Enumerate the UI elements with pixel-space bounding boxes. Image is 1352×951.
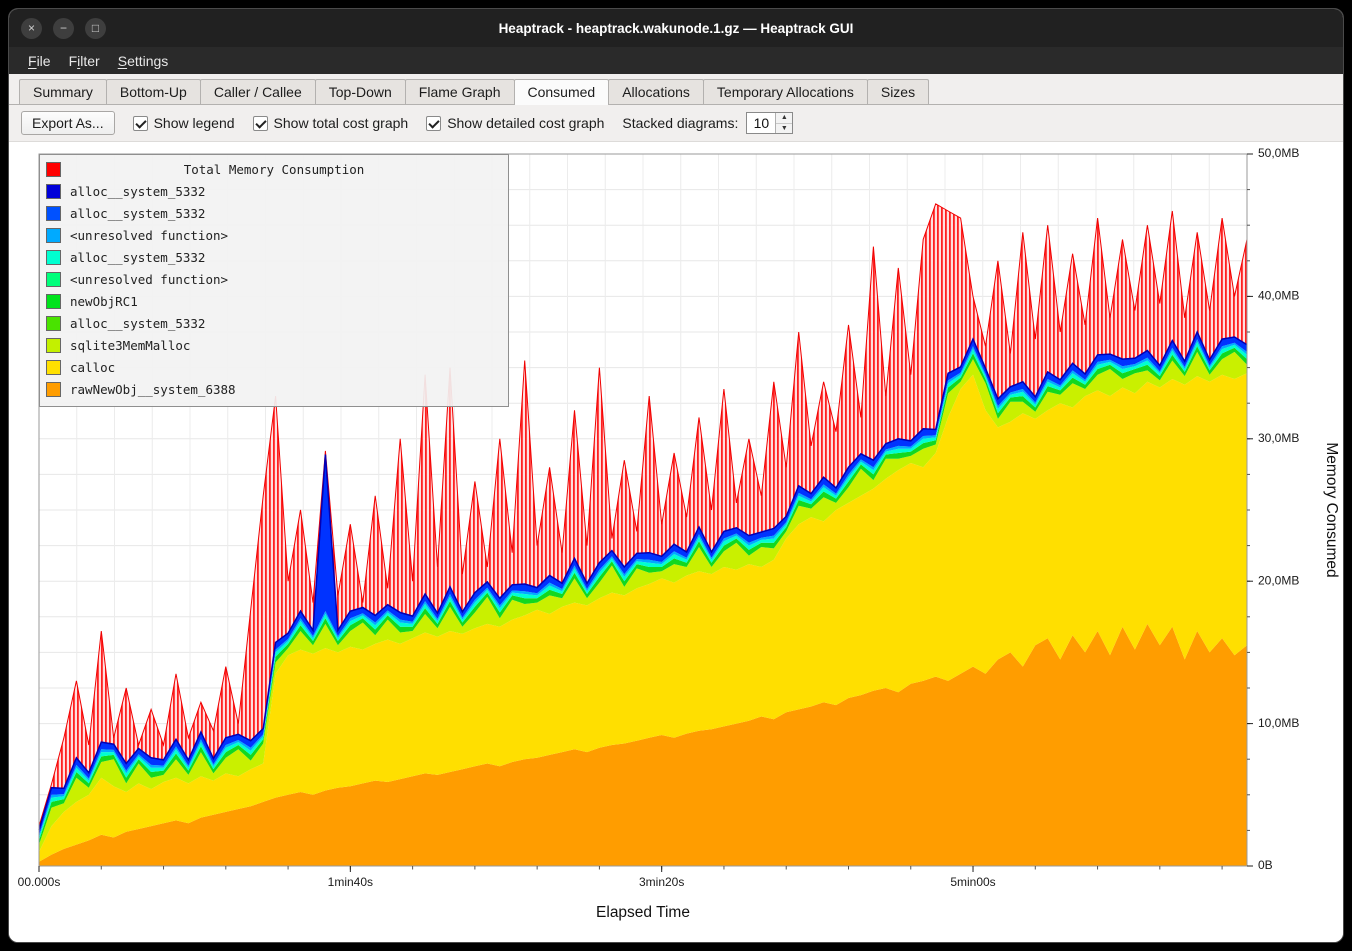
legend-swatch [46,271,61,287]
checkbox-label: Show legend [153,115,235,131]
x-axis-title: Elapsed Time [596,904,690,921]
tab-consumed[interactable]: Consumed [513,79,610,105]
legend-label: alloc__system_5332 [70,315,206,331]
tab-allocations[interactable]: Allocations [608,79,704,104]
memory-consumption-chart[interactable]: 00.000s 1min40s 3min20s 5min00s 0B 10,0MB 20,0… [9,142,1343,943]
checkbox-icon[interactable] [426,115,442,131]
legend-label: <unresolved function> [70,271,229,287]
legend-item: newObjRC1 [46,290,502,312]
tab-sizes[interactable]: Sizes [866,79,930,104]
legend-label: alloc__system_5332 [70,205,206,221]
legend-label: newObjRC1 [70,293,138,309]
legend-item: alloc__system_5332 [46,312,502,334]
legend-swatch [46,337,61,353]
close-icon: × [27,21,35,35]
chart-legend: Total Memory Consumption alloc__system_53… [39,154,509,407]
stacked-diagrams-value: 10 [753,115,770,131]
legend-label: calloc [70,359,116,375]
menu-settings[interactable]: Settings [117,52,169,69]
svg-text:30,0MB: 30,0MB [1258,431,1299,445]
y-axis-title: Memory Consumed [1323,442,1340,578]
legend-swatch [46,161,61,177]
minimize-icon: − [59,21,67,35]
chart-panel: 00.000s 1min40s 3min20s 5min00s 0B 10,0MB 20,0… [9,141,1343,943]
checkbox-group: Show legend Show total cost graph Show det… [132,115,604,131]
legend-item: rawNewObj__system_6388 [46,378,502,400]
tab-bar: Summary Bottom-Up Caller / Callee Top-Down F… [9,74,1343,105]
tab-temporary-allocations[interactable]: Temporary Allocations [702,79,868,104]
export-as-button[interactable]: Export As... [21,111,115,135]
minimize-button[interactable]: − [53,17,74,39]
legend-label: alloc__system_5332 [70,249,206,265]
titlebar: × − □ Heaptrack - heaptrack.wakunode.1.gz … [9,9,1343,47]
spin-up-button[interactable]: ▲ [776,113,793,124]
toolbar: Export As... Show legend Show total cost … [9,105,1343,141]
legend-swatch [46,249,61,265]
svg-text:10,0MB: 10,0MB [1258,716,1299,730]
legend-item: alloc__system_5332 [46,202,502,224]
legend-label: <unresolved function> [70,227,229,243]
window-controls: × − □ [9,17,106,39]
checkbox-icon[interactable] [132,115,148,131]
svg-text:0B: 0B [1258,858,1273,872]
close-button[interactable]: × [21,17,42,39]
legend-item: <unresolved function> [46,268,502,290]
app-window: × − □ Heaptrack - heaptrack.wakunode.1.gz … [8,8,1344,943]
legend-title: Total Memory Consumption [183,161,365,177]
tab-caller-callee[interactable]: Caller / Callee [199,79,316,104]
spin-down-button[interactable]: ▼ [776,123,793,133]
svg-text:3min20s: 3min20s [639,875,684,889]
legend-swatch [46,293,61,309]
legend-swatch [46,183,61,199]
svg-text:50,0MB: 50,0MB [1258,146,1299,160]
menu-bar: File Filter Settings [9,47,1343,74]
checkbox-icon[interactable] [252,115,268,131]
maximize-icon: □ [91,21,100,35]
menu-filter[interactable]: Filter [68,52,100,69]
legend-swatch [46,205,61,221]
checkbox-show-legend[interactable]: Show legend [132,115,235,131]
tab-flame-graph[interactable]: Flame Graph [404,79,515,104]
legend-label: alloc__system_5332 [70,183,206,199]
legend-item: alloc__system_5332 [46,180,502,202]
svg-text:40,0MB: 40,0MB [1258,289,1299,303]
checkbox-label: Show total cost graph [273,115,409,131]
tab-top-down[interactable]: Top-Down [314,79,406,104]
legend-item: alloc__system_5332 [46,246,502,268]
spinner-arrows: ▲ ▼ [775,113,793,133]
legend-swatch [46,227,61,243]
legend-label: rawNewObj__system_6388 [70,381,236,397]
maximize-button[interactable]: □ [85,17,106,39]
checkbox-show-total-cost-graph[interactable]: Show total cost graph [252,115,409,131]
stacked-diagrams-control: Stacked diagrams: 10 ▲ ▼ [622,112,794,134]
window-title: Heaptrack - heaptrack.wakunode.1.gz — He… [498,20,854,36]
stacked-diagrams-spinbox[interactable]: 10 ▲ ▼ [746,112,794,134]
legend-swatch [46,359,61,375]
legend-swatch [46,381,61,397]
tab-bottom-up[interactable]: Bottom-Up [105,79,201,104]
stacked-diagrams-label: Stacked diagrams: [622,115,739,131]
checkbox-show-detailed-cost-graph[interactable]: Show detailed cost graph [426,115,604,131]
legend-item: sqlite3MemMalloc [46,334,502,356]
svg-text:20,0MB: 20,0MB [1258,573,1299,587]
checkbox-label: Show detailed cost graph [447,115,605,131]
legend-item: calloc [46,356,502,378]
tab-summary[interactable]: Summary [19,79,107,104]
menu-file[interactable]: File [28,52,51,69]
svg-text:5min00s: 5min00s [950,875,995,889]
legend-swatch [46,315,61,331]
svg-text:00.000s: 00.000s [18,875,61,889]
svg-text:1min40s: 1min40s [328,875,373,889]
legend-title-row: Total Memory Consumption [46,158,502,180]
legend-label: sqlite3MemMalloc [70,337,191,353]
legend-item: <unresolved function> [46,224,502,246]
